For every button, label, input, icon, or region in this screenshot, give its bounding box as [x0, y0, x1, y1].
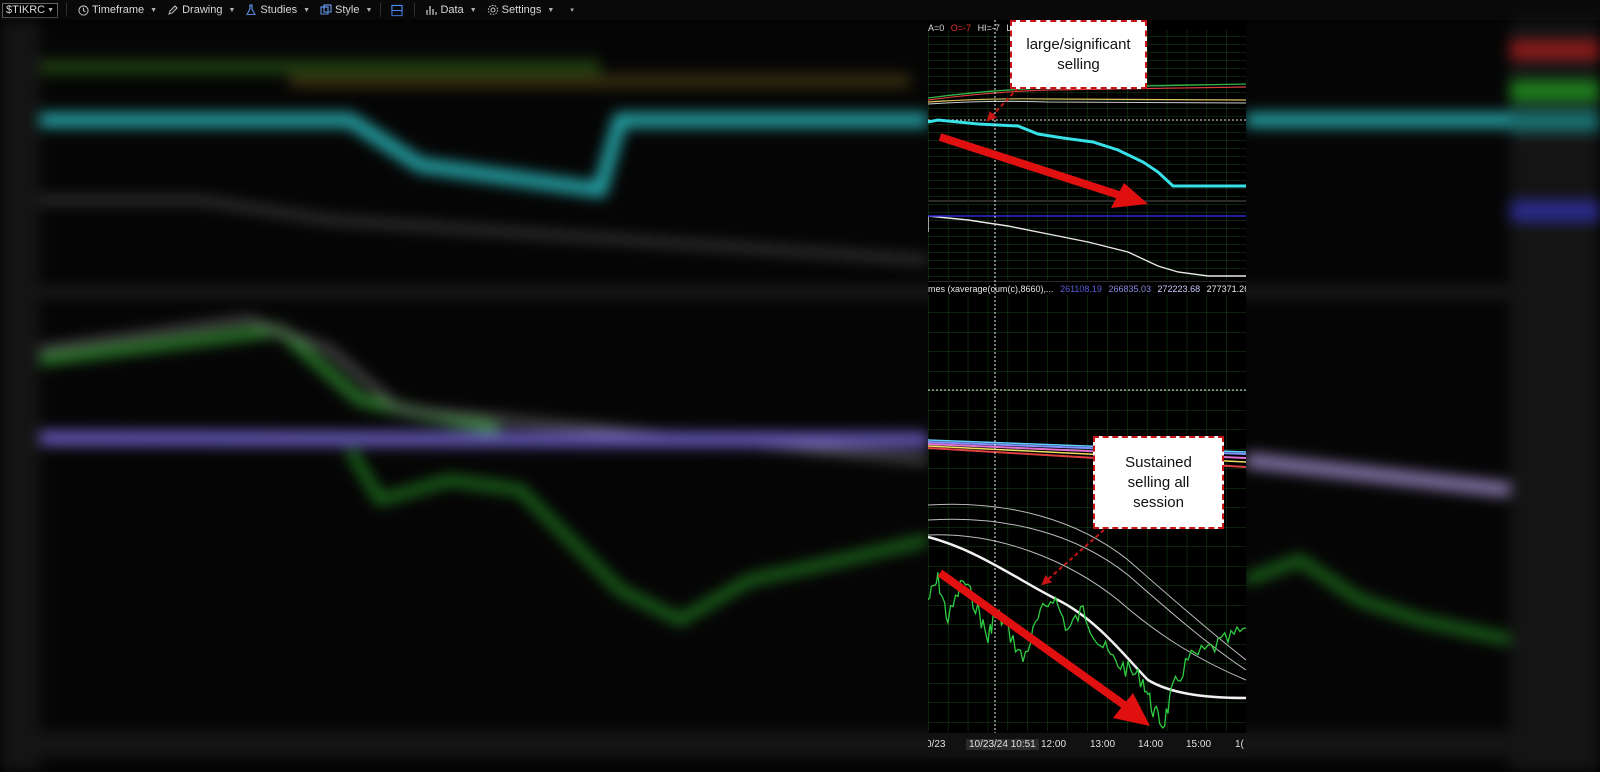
study-header: mes (xaverage(cum(c),8660),... 261108.19…: [928, 284, 1246, 294]
style-menu[interactable]: Style ▼: [320, 4, 372, 16]
pane-header: A=0 O=-7 HI=-7 Lo: [928, 23, 1016, 33]
chevron-down-icon: ▼: [150, 6, 158, 14]
callout-text: Sustained selling all session: [1125, 453, 1192, 511]
style-icon: [320, 4, 332, 16]
time-label: 0/23: [928, 739, 946, 750]
data-menu[interactable]: Data ▼: [425, 4, 477, 16]
overflow-menu[interactable]: ▾: [564, 6, 574, 14]
time-label: 13:00: [1090, 739, 1116, 750]
callout-large-selling: large/significant selling: [1010, 20, 1147, 89]
chart-canvas[interactable]: [928, 20, 1246, 757]
layout-button[interactable]: [391, 4, 406, 16]
time-label: 1(: [1235, 739, 1244, 750]
chevron-down-icon: ▼: [47, 6, 54, 14]
layout-icon: [391, 4, 404, 16]
chevron-down-icon: ▼: [303, 6, 311, 14]
chevron-down-icon: ▼: [547, 6, 555, 14]
study-value: 272223.68: [1157, 284, 1201, 294]
callout-text: large/significant selling: [1026, 35, 1131, 73]
pencil-icon: [167, 4, 179, 16]
chart-panel[interactable]: A=0 O=-7 HI=-7 Lo mes (xaverage(cum(c),8…: [928, 20, 1246, 757]
timeframe-menu[interactable]: Timeframe ▼: [77, 4, 157, 16]
toolbar: $TIKRC ▼ Timeframe ▼ Drawing ▼ Studies ▼…: [0, 0, 1600, 20]
clock-icon: [77, 4, 89, 16]
symbol-text: $TIKRC: [6, 4, 46, 16]
header-value: A=0: [928, 23, 945, 33]
blurred-chart-background: [0, 20, 1600, 772]
studies-label: Studies: [260, 4, 298, 16]
chevron-down-icon: ▼: [228, 6, 236, 14]
chevron-down-icon: ▼: [469, 6, 477, 14]
header-value: O=-7: [950, 23, 972, 33]
callout-sustained-selling: Sustained selling all session: [1093, 436, 1224, 529]
time-label: 15:00: [1186, 739, 1212, 750]
data-label: Data: [440, 4, 464, 16]
band-line: [928, 503, 1246, 661]
style-label: Style: [335, 4, 360, 16]
bar-chart-icon: [425, 4, 438, 16]
drawing-label: Drawing: [182, 4, 223, 16]
time-axis[interactable]: 0/23 10/23/24 10:51 12:00 13:00 14:00 15…: [928, 733, 1246, 757]
study-label: mes (xaverage(cum(c),8660),...: [928, 284, 1054, 294]
toolbar-divider: [414, 3, 416, 17]
toolbar-divider: [66, 3, 67, 17]
flask-icon: [245, 4, 257, 16]
time-label: 14:00: [1138, 739, 1164, 750]
crosshair-time-label: 10/23/24 10:51: [966, 739, 1039, 750]
settings-label: Settings: [501, 4, 542, 16]
study-header-bg: [928, 282, 1246, 295]
settings-menu[interactable]: Settings ▼: [487, 4, 555, 16]
time-label: 12:00: [1041, 739, 1067, 750]
chevron-down-icon: ▼: [365, 6, 373, 14]
gear-icon: [487, 4, 499, 16]
timeframe-label: Timeframe: [92, 4, 145, 16]
drawing-menu[interactable]: Drawing ▼: [167, 4, 235, 16]
toolbar-divider: [380, 3, 382, 17]
study-value: 266835.03: [1108, 284, 1152, 294]
studies-menu[interactable]: Studies ▼: [245, 4, 310, 16]
study-value: 277371.26: [1206, 284, 1246, 294]
middle-study-line: [928, 215, 1246, 277]
header-value: HI=-7: [977, 23, 1000, 33]
chevron-down-icon: ▾: [570, 7, 574, 14]
symbol-selector[interactable]: $TIKRC ▼: [2, 2, 58, 18]
study-value: 261108.19: [1060, 284, 1102, 294]
